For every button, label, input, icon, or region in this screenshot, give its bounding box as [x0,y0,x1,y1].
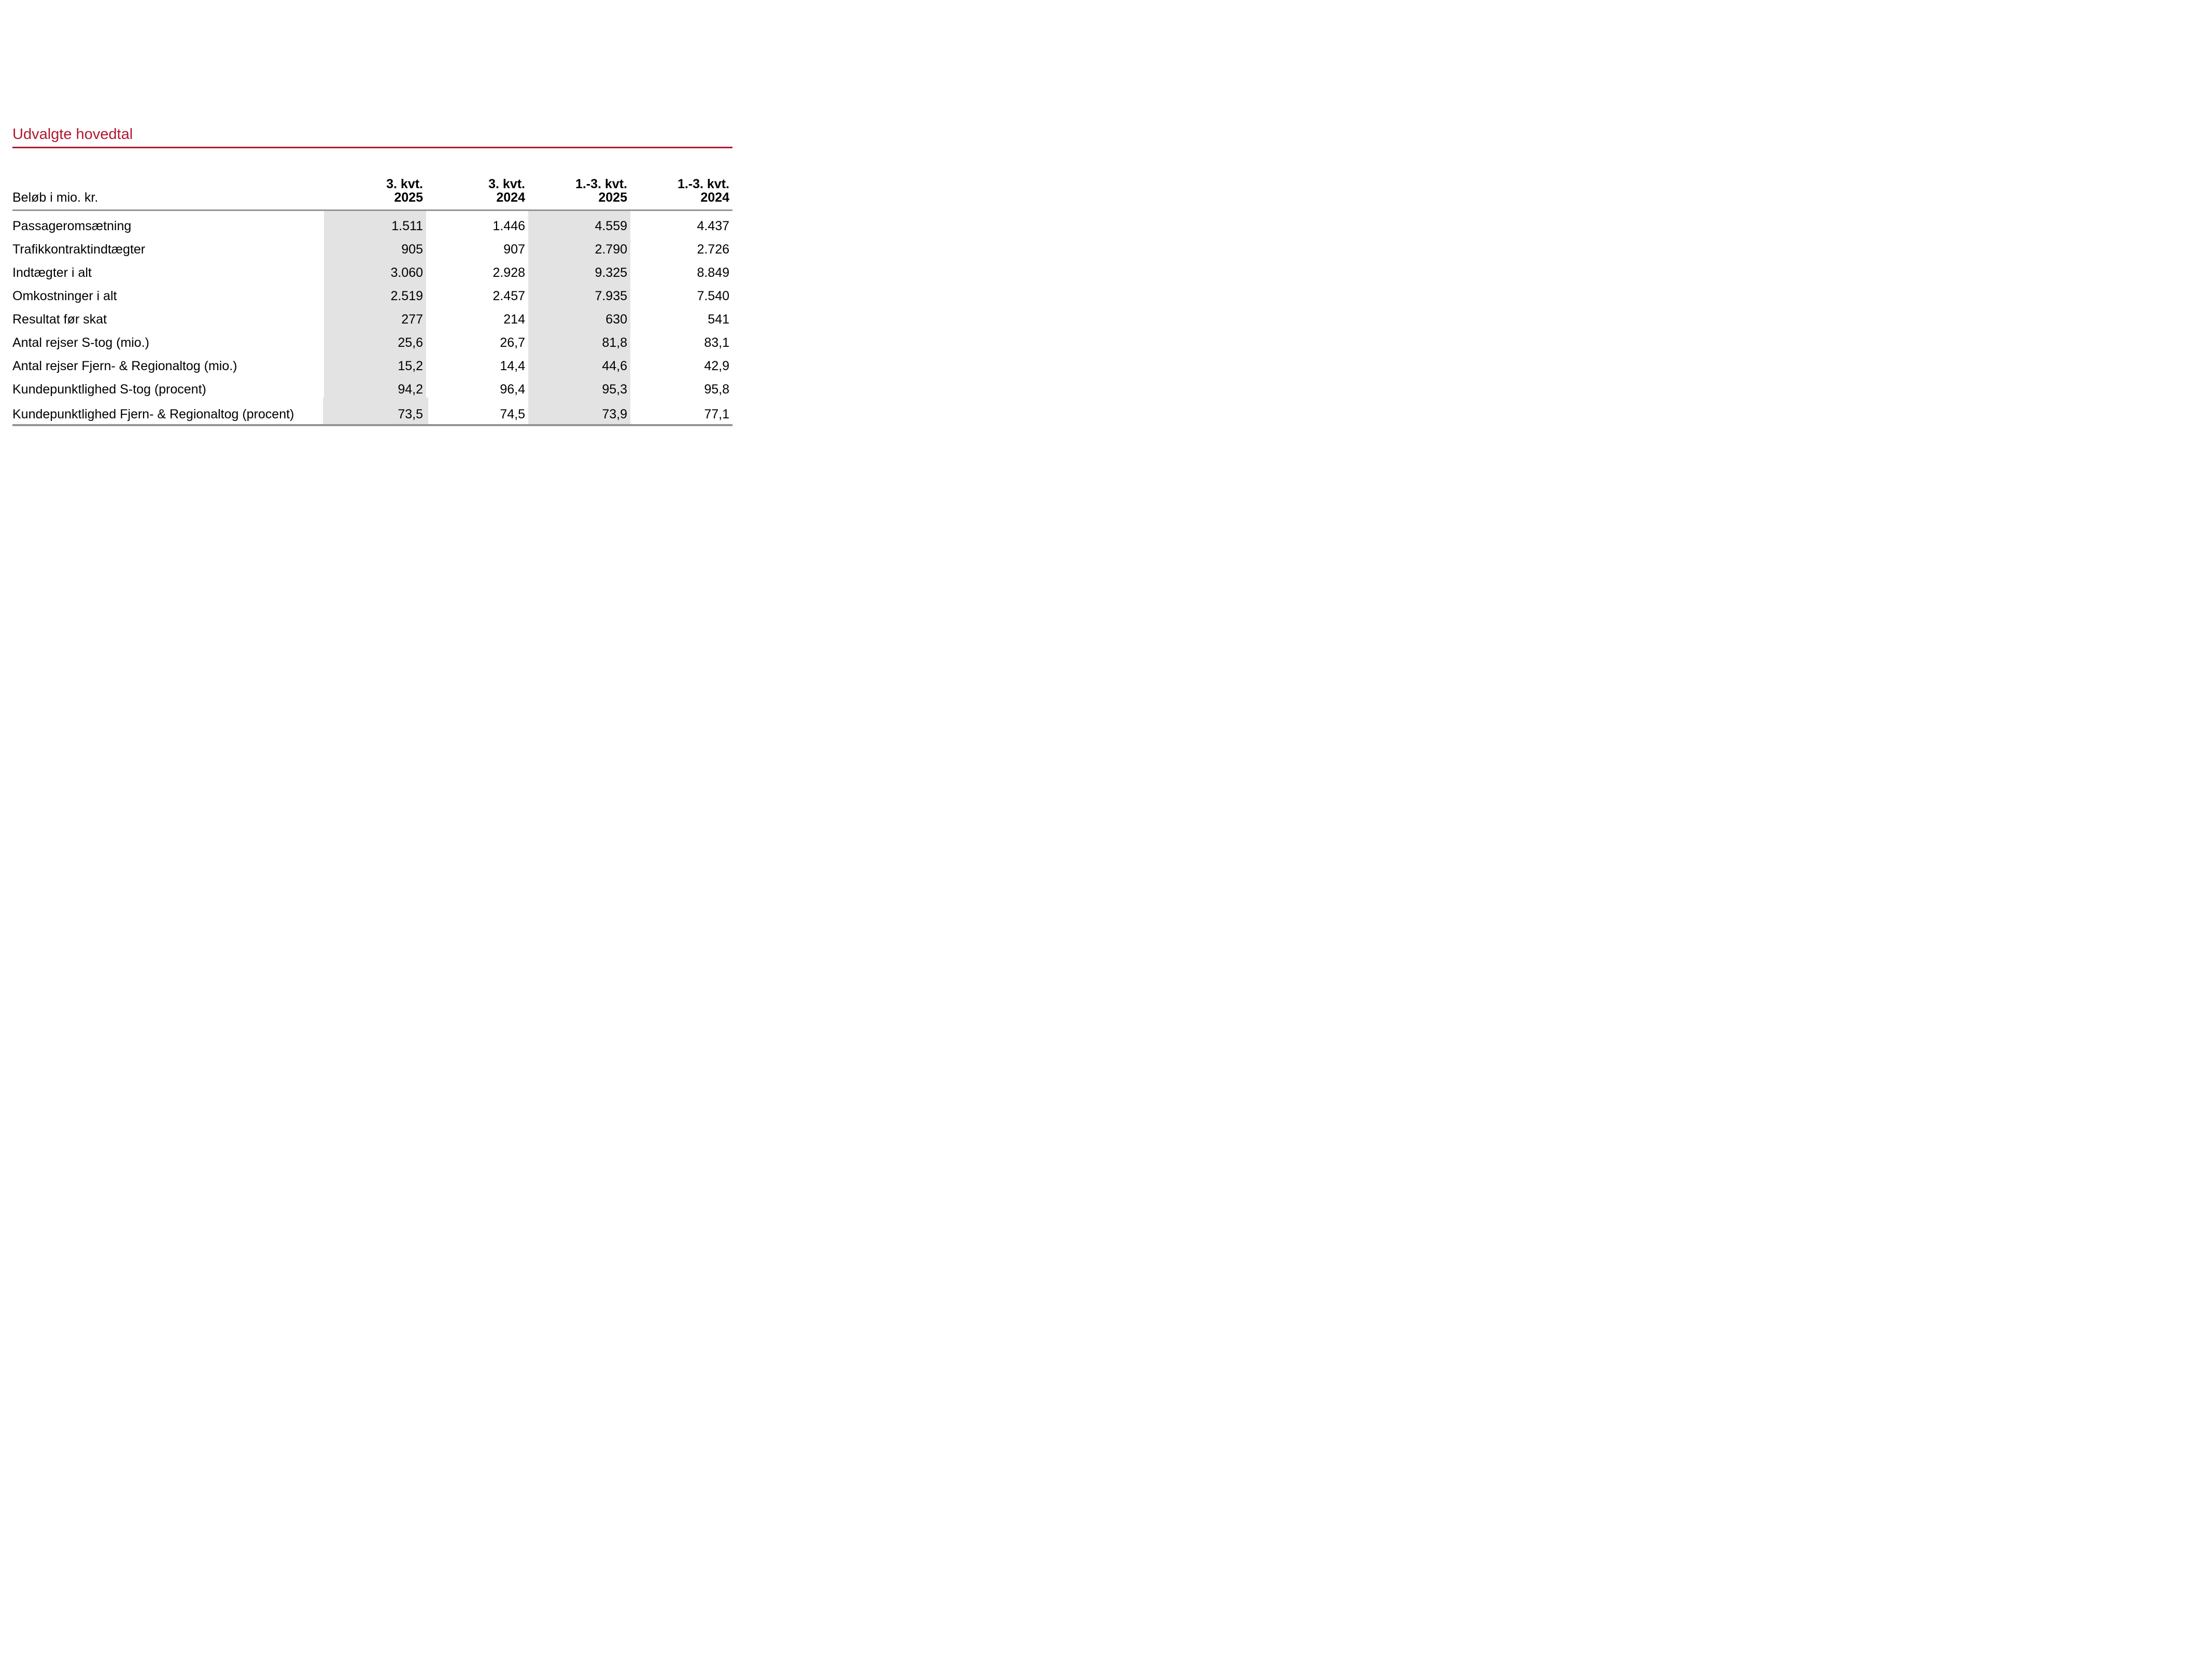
value-cell: 15,2 [324,351,426,375]
table-body: Passageromsætning 1.511 1.446 4.559 4.43… [12,211,732,425]
value-cell: 3.060 [324,258,426,282]
row-label: Antal rejser S-tog (mio.) [12,335,149,350]
value-cell: 2.790 [528,234,630,258]
value-cell: 277 [324,304,426,328]
table-row: Omkostninger i alt 2.519 2.457 7.935 7.5… [12,281,732,305]
value-cell: 26,7 [500,335,525,350]
column-header-line1: 1.-3. kvt. [677,177,729,192]
value-cell: 2.928 [492,265,525,280]
column-header-line1: 3. kvt. [488,177,525,192]
column-header-q3-2024: 3. kvt. 2024 [426,177,528,204]
value-cell: 4.559 [528,211,630,235]
value-cell: 73,9 [528,398,630,425]
bottom-rule [12,424,732,427]
value-cell: 81,8 [528,328,630,352]
header-rule [12,209,732,212]
column-header-line2: 2025 [394,190,423,205]
column-header-line2: 2024 [700,190,729,205]
title-underline [12,147,732,149]
row-label: Kundepunktlighed S-tog (procent) [12,382,206,397]
value-cell: 7.935 [528,281,630,305]
value-cell: 95,8 [704,382,729,397]
value-cell: 14,4 [500,358,525,373]
column-header-q1q3-2025: 1.-3. kvt. 2025 [528,177,630,204]
value-cell: 74,5 [500,406,525,421]
value-cell: 630 [528,304,630,328]
table-row: Passageromsætning 1.511 1.446 4.559 4.43… [12,211,732,235]
column-header-line1: 3. kvt. [386,177,423,192]
value-cell: 4.437 [697,218,729,233]
column-header-line2: 2024 [496,190,525,205]
value-cell: 541 [708,312,729,327]
table-row: Antal rejser S-tog (mio.) 25,6 26,7 81,8… [12,328,732,352]
value-cell: 907 [503,242,525,257]
row-label: Kundepunktlighed Fjern- & Regionaltog (p… [12,406,294,421]
value-cell: 2.457 [492,288,525,303]
column-header-line1: 1.-3. kvt. [575,177,627,192]
table-row: Indtægter i alt 3.060 2.928 9.325 8.849 [12,258,732,282]
value-cell: 1.446 [492,218,525,233]
row-label: Omkostninger i alt [12,288,117,303]
row-label: Resultat før skat [12,312,107,327]
value-cell: 77,1 [704,406,729,421]
value-cell: 96,4 [500,382,525,397]
value-cell: 94,2 [324,374,426,398]
value-cell: 905 [324,234,426,258]
row-label: Indtægter i alt [12,265,92,280]
row-label: Trafikkontraktindtægter [12,242,146,257]
value-cell: 73,5 [324,398,426,425]
row-label: Antal rejser Fjern- & Regionaltog (mio.) [12,358,237,373]
value-cell: 42,9 [704,358,729,373]
column-header-line2: 2025 [598,190,627,205]
value-cell: 25,6 [324,328,426,352]
table-row: Resultat før skat 277 214 630 541 [12,304,732,328]
value-cell: 2.726 [697,242,729,257]
value-cell: 2.519 [324,281,426,305]
table-row: Kundepunktlighed Fjern- & Regionaltog (p… [12,398,732,425]
value-cell: 9.325 [528,258,630,282]
table-row: Antal rejser Fjern- & Regionaltog (mio.)… [12,351,732,375]
value-cell: 95,3 [528,374,630,398]
value-cell: 8.849 [697,265,729,280]
value-cell: 83,1 [704,335,729,350]
value-cell: 214 [503,312,525,327]
value-cell: 44,6 [528,351,630,375]
key-figures-table: Beløb i mio. kr. 3. kvt. 2025 3. kvt. 20… [12,148,732,427]
table-row: Trafikkontraktindtægter 905 907 2.790 2.… [12,234,732,258]
page-title: Udvalgte hovedtal [12,126,133,143]
value-cell: 1.511 [324,211,426,235]
row-label: Passageromsætning [12,218,132,233]
unit-label: Beløb i mio. kr. [12,190,98,205]
column-header-q1q3-2024: 1.-3. kvt. 2024 [630,177,732,204]
table-header-row: Beløb i mio. kr. 3. kvt. 2025 3. kvt. 20… [12,148,732,209]
report-page: Udvalgte hovedtal Beløb i mio. kr. 3. kv… [0,0,737,553]
column-header-q3-2025: 3. kvt. 2025 [324,177,426,204]
value-cell: 7.540 [697,288,729,303]
table-row: Kundepunktlighed S-tog (procent) 94,2 96… [12,374,732,398]
